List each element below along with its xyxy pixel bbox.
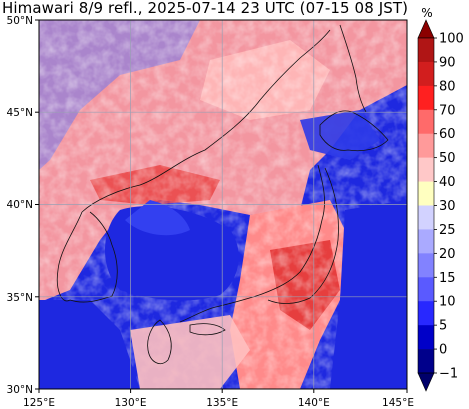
colorbar-swatch bbox=[418, 325, 434, 350]
colorbar-swatch bbox=[418, 157, 434, 182]
colorbar-swatch bbox=[418, 181, 434, 206]
lat-label: 40°N bbox=[7, 199, 33, 211]
colorbar-extend-min bbox=[417, 372, 435, 392]
coastlines bbox=[56, 24, 389, 364]
clear-sky-pacific bbox=[330, 200, 407, 389]
colorbar-label: 40 bbox=[439, 175, 456, 190]
lat-label: 45°N bbox=[7, 107, 33, 119]
colorbar-label: 5 bbox=[439, 319, 447, 334]
lon-label: 145°E bbox=[382, 397, 414, 409]
lon-label: 135°E bbox=[206, 397, 238, 409]
lon-label: 125°E bbox=[23, 397, 55, 409]
coast-kyushu bbox=[147, 319, 172, 364]
colorbar-swatch bbox=[418, 205, 434, 230]
coast-korea-west bbox=[56, 211, 83, 302]
colorbar-swatch bbox=[418, 133, 434, 158]
colorbar-swatch bbox=[418, 229, 434, 254]
graticule bbox=[39, 20, 407, 389]
coast-shikoku bbox=[189, 323, 226, 336]
colorbar-label: 70 bbox=[439, 103, 456, 118]
colorbar-swatch bbox=[418, 109, 434, 135]
colorbar-label: 80 bbox=[439, 79, 456, 94]
colorbar-swatch bbox=[418, 61, 434, 87]
coast-korea-east bbox=[69, 211, 118, 303]
colorbar-label: 0 bbox=[439, 343, 447, 358]
colorbar-swatch bbox=[418, 253, 434, 278]
coast-honshu-west bbox=[179, 164, 325, 323]
colorbar-swatches bbox=[417, 19, 435, 392]
latitude-labels: 50°N 45°N 40°N 35°N 30°N bbox=[7, 15, 33, 396]
colorbar-label: 100 bbox=[439, 32, 464, 47]
colorbar-swatch bbox=[418, 85, 434, 111]
colorbar-swatch bbox=[418, 301, 434, 326]
colorbar-label: 25 bbox=[439, 223, 456, 238]
coast-sakhalin bbox=[339, 24, 367, 113]
lon-label: 130°E bbox=[115, 397, 147, 409]
coast-honshu-east bbox=[267, 167, 339, 304]
clear-sky-japan-sea-south bbox=[105, 206, 239, 301]
lat-label: 50°N bbox=[7, 15, 33, 27]
longitude-labels: 125°E 130°E 135°E 140°E 145°E bbox=[23, 397, 414, 409]
colorbar-label: 90 bbox=[439, 55, 456, 70]
axis-ticks bbox=[35, 19, 408, 393]
map-title: Himawari 8/9 refl., 2025-07-14 23 UTC (0… bbox=[2, 0, 409, 17]
colorbar-swatch bbox=[418, 38, 434, 63]
colorbar-unit: % bbox=[421, 6, 432, 20]
colorbar-label: 20 bbox=[439, 247, 456, 262]
lat-label: 30°N bbox=[7, 384, 33, 396]
colorbar-label: 30 bbox=[439, 199, 456, 214]
clear-sky-center bbox=[125, 200, 190, 236]
colorbar-label: −1 bbox=[439, 367, 458, 382]
clear-sky-yellow-sea bbox=[39, 300, 140, 389]
coast-continent bbox=[81, 29, 331, 213]
lat-label: 35°N bbox=[7, 292, 33, 304]
colorbar-swatch bbox=[418, 349, 434, 374]
cloud-kyushu bbox=[130, 315, 250, 389]
colorbar-extend-max bbox=[417, 19, 435, 39]
colorbar-swatch bbox=[418, 277, 434, 302]
colorbar-label: 60 bbox=[439, 127, 456, 142]
colorbar-label: 15 bbox=[439, 271, 456, 286]
lon-label: 140°E bbox=[298, 397, 330, 409]
clear-sky-hokkaido-east bbox=[300, 110, 380, 160]
colorbar-label: 50 bbox=[439, 151, 456, 166]
imagery-layer bbox=[39, 20, 407, 389]
colorbar-label: 10 bbox=[439, 295, 456, 310]
coast-hokkaido bbox=[319, 110, 389, 152]
